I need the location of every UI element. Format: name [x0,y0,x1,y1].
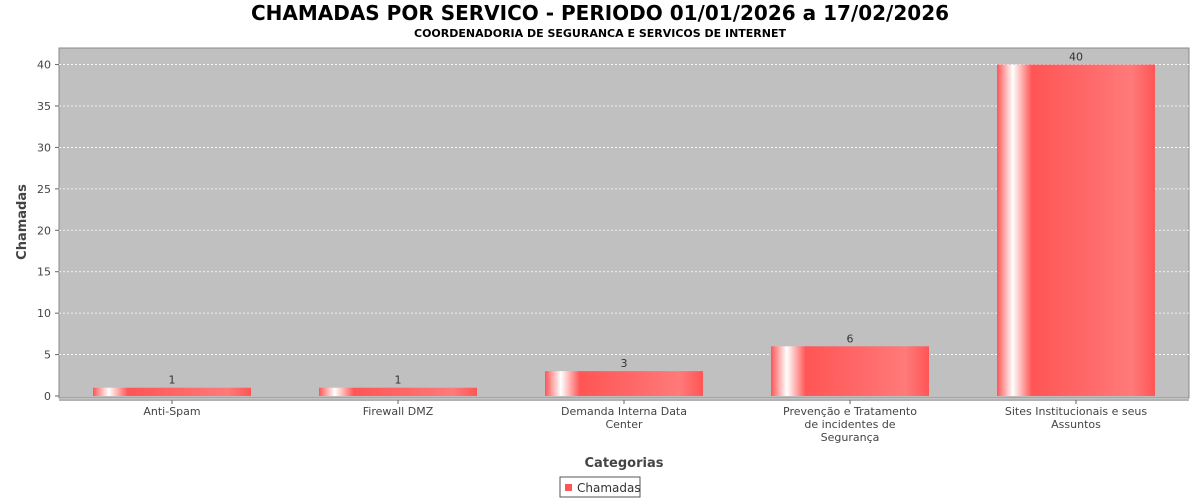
legend-swatch [565,484,572,491]
legend-label-chamadas: Chamadas [577,481,641,495]
chart-title: CHAMADAS POR SERVICO - PERIODO 01/01/202… [251,1,949,25]
plot-area: 0 5 10 15 20 25 30 35 40 1 Anti-Spam 1 Firewall DMZ 3… [37,47,1190,444]
y-tick-label: 35 [37,100,51,113]
bar [771,346,929,396]
bar [93,387,251,396]
bar-value-label: 1 [169,374,176,387]
x-category-label: Firewall DMZ [363,405,434,418]
y-tick-label: 30 [37,141,51,154]
x-category-label: Assuntos [1051,418,1101,431]
y-axis-label: Chamadas [15,184,30,260]
x-category-label: Segurança [821,431,880,444]
bar-value-label: 40 [1069,51,1083,64]
x-category-label: de incidentes de [804,418,895,431]
chart-subtitle: COORDENADORIA DE SEGURANCA E SERVICOS DE… [414,27,786,40]
bar [997,64,1155,397]
y-tick-label: 10 [37,307,51,320]
y-tick-label: 25 [37,183,51,196]
bar [545,371,703,396]
bar-value-label: 6 [847,332,854,345]
bar-value-label: 1 [395,374,402,387]
x-category-label: Anti-Spam [143,405,200,418]
legend: Chamadas [559,476,641,498]
x-category-label: Center [605,418,643,431]
y-tick-label: 0 [44,390,51,403]
bar-value-label: 3 [621,357,628,370]
y-tick-label: 40 [37,59,51,72]
y-tick-label: 15 [37,266,51,279]
x-category-label: Prevenção e Tratamento [783,405,917,418]
bar [319,387,477,396]
y-tick-label: 5 [44,349,51,362]
x-axis-label: Categorias [585,456,664,471]
y-tick-label: 20 [37,224,51,237]
x-category-label: Sites Institucionais e seus [1005,405,1148,418]
x-category-label: Demanda Interna Data [561,405,687,418]
